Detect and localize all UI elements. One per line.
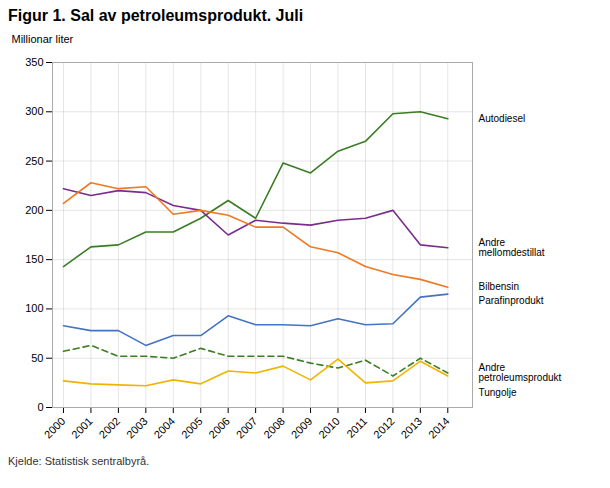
svg-text:150: 150: [25, 253, 43, 265]
svg-text:2002: 2002: [96, 415, 122, 441]
svg-text:2010: 2010: [316, 415, 342, 441]
svg-text:100: 100: [25, 302, 43, 314]
svg-text:2009: 2009: [289, 415, 315, 441]
html-text:Figur 1. Sal av petroleumsprod: Figur 1. Sal av petroleumsprodukt. Juli: [8, 7, 304, 24]
svg-text:2005: 2005: [179, 415, 205, 441]
svg-text:Bilbensin: Bilbensin: [479, 281, 520, 292]
svg-text:2004: 2004: [151, 415, 177, 441]
html-text:Kjelde: Statistisk sentralbyrå: Kjelde: Statistisk sentralbyrå.: [8, 455, 150, 467]
svg-text:Tungolje: Tungolje: [479, 387, 517, 398]
svg-text:2008: 2008: [261, 415, 287, 441]
svg-text:350: 350: [25, 56, 43, 68]
svg-text:2012: 2012: [371, 415, 397, 441]
svg-text:250: 250: [25, 155, 43, 167]
svg-text:Autodiesel: Autodiesel: [479, 113, 526, 124]
svg-text:Andrepetroleumsprodukt: Andrepetroleumsprodukt: [479, 362, 562, 383]
svg-text:Andremellomdestillat: Andremellomdestillat: [479, 237, 545, 258]
svg-text:300: 300: [25, 105, 43, 117]
svg-text:200: 200: [25, 204, 43, 216]
svg-text:2006: 2006: [206, 415, 232, 441]
svg-text:Millionar liter: Millionar liter: [12, 33, 74, 45]
svg-text:Parafinprodukt: Parafinprodukt: [479, 295, 544, 306]
svg-text:2000: 2000: [42, 415, 68, 441]
svg-text:2003: 2003: [124, 415, 150, 441]
svg-text:2011: 2011: [344, 415, 369, 440]
svg-text:2007: 2007: [234, 415, 260, 441]
svg-text:2013: 2013: [398, 415, 424, 441]
svg-text:50: 50: [31, 352, 43, 364]
svg-text:2001: 2001: [69, 415, 95, 441]
svg-text:0: 0: [37, 401, 43, 413]
svg-text:2014: 2014: [426, 415, 452, 441]
